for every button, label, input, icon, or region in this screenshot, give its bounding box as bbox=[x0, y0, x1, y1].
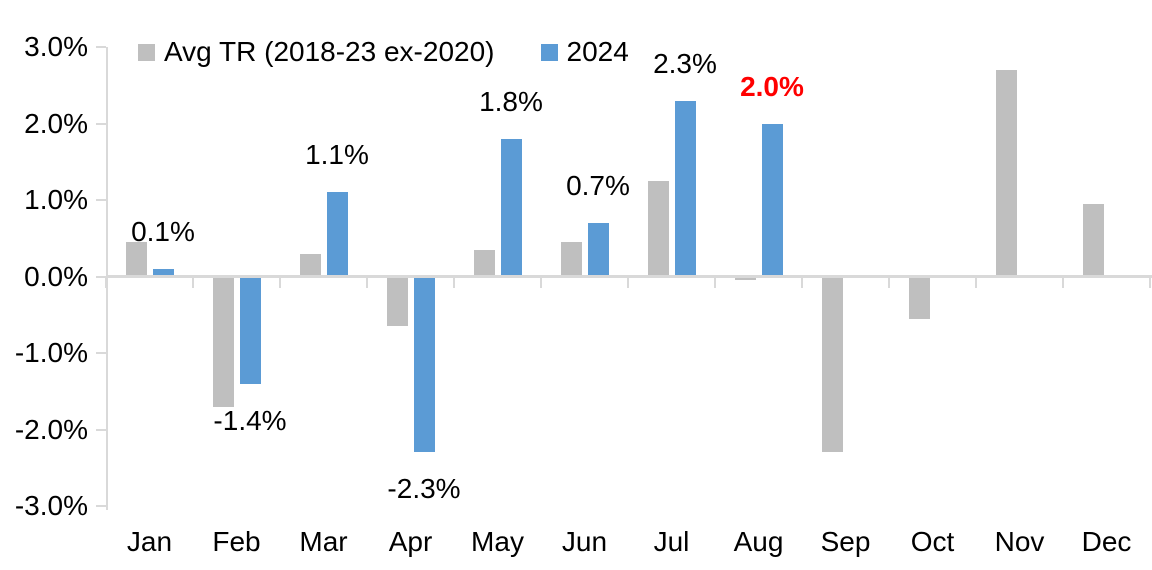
y-axis-tick-label: -1.0% bbox=[14, 337, 88, 368]
bar-avg-apr bbox=[386, 276, 408, 327]
x-axis-tick bbox=[366, 278, 368, 288]
y-axis-tick bbox=[96, 352, 106, 354]
bar-2024-jun bbox=[587, 222, 609, 277]
month-label-may: May bbox=[471, 526, 524, 557]
bar-2024-mar bbox=[326, 192, 348, 277]
bar-2024-aug bbox=[761, 123, 783, 277]
bar-avg-sep bbox=[821, 276, 843, 453]
y-axis-tick-label: -2.0% bbox=[14, 413, 88, 445]
y-axis-tick-label: 2.0% bbox=[24, 107, 88, 139]
month-label-oct: Oct bbox=[910, 526, 955, 557]
x-axis-tick bbox=[888, 278, 890, 288]
bar-2024-jan bbox=[152, 268, 174, 277]
bar-avg-jan bbox=[125, 242, 147, 277]
x-axis-tick bbox=[1062, 278, 1064, 288]
y-axis-tick-label: 1.0% bbox=[24, 184, 88, 215]
data-label-may: 1.8% bbox=[479, 85, 543, 117]
month-label-feb: Feb bbox=[212, 526, 261, 557]
bar-avg-feb bbox=[212, 276, 234, 407]
data-label-feb: -1.4% bbox=[213, 404, 287, 436]
x-axis-tick bbox=[453, 278, 455, 288]
legend-swatch-avg-tr bbox=[138, 43, 155, 61]
x-axis-tick bbox=[279, 278, 281, 288]
month-label-sep: Sep bbox=[820, 526, 871, 557]
bar-2024-may bbox=[500, 138, 522, 277]
bar-avg-aug bbox=[734, 276, 756, 281]
y-axis-tick bbox=[96, 122, 106, 125]
x-axis-tick bbox=[192, 278, 194, 288]
bar-avg-oct bbox=[908, 276, 930, 319]
x-axis-tick bbox=[105, 278, 107, 288]
month-label-jan: Jan bbox=[126, 526, 173, 557]
bar-avg-jun bbox=[560, 242, 582, 277]
legend-swatch-2024 bbox=[540, 43, 558, 61]
month-label-apr: Apr bbox=[388, 526, 433, 557]
x-axis-tick bbox=[540, 278, 542, 288]
month-label-mar: Mar bbox=[299, 526, 348, 557]
y-axis-tick-label: -3.0% bbox=[14, 490, 88, 521]
legend-item-avg-tr: Avg TR (2018-23 ex-2020) bbox=[138, 36, 495, 68]
data-label-apr: -2.3% bbox=[387, 473, 461, 505]
x-axis-tick bbox=[975, 278, 977, 288]
x-axis-line bbox=[106, 275, 1152, 278]
y-axis-tick bbox=[96, 505, 106, 507]
month-label-dec: Dec bbox=[1081, 526, 1132, 557]
data-label-jul: 2.3% bbox=[653, 47, 717, 79]
y-axis-tick bbox=[96, 428, 106, 431]
month-label-jul: Jul bbox=[653, 526, 690, 557]
data-label-jan: 0.1% bbox=[131, 215, 195, 247]
bar-avg-mar bbox=[299, 253, 321, 277]
y-axis-line bbox=[106, 47, 108, 510]
bar-avg-may bbox=[473, 249, 495, 277]
x-axis-tick bbox=[1149, 278, 1151, 288]
bar-2024-apr bbox=[413, 276, 435, 453]
bar-avg-jul bbox=[647, 180, 669, 277]
y-axis-tick-label: 3.0% bbox=[24, 31, 88, 62]
y-axis-tick-label: 0.0% bbox=[24, 260, 88, 292]
bar-2024-feb bbox=[239, 276, 261, 384]
bar-2024-jul bbox=[674, 100, 696, 277]
data-label-jun: 0.7% bbox=[566, 169, 630, 201]
y-axis-tick bbox=[96, 275, 106, 278]
month-label-jun: Jun bbox=[561, 526, 608, 557]
x-axis-tick bbox=[801, 278, 803, 288]
legend-label-avg-tr: Avg TR (2018-23 ex-2020) bbox=[164, 36, 495, 67]
legend-label-2024: 2024 bbox=[566, 36, 629, 67]
data-label-mar: 1.1% bbox=[305, 139, 369, 171]
x-axis-tick bbox=[627, 278, 629, 288]
legend-item-2024: 2024 bbox=[540, 36, 629, 68]
y-axis-tick bbox=[96, 46, 106, 48]
bar-avg-nov bbox=[995, 69, 1017, 277]
x-axis-tick bbox=[714, 278, 716, 288]
y-axis-tick bbox=[96, 199, 106, 201]
month-label-nov: Nov bbox=[994, 526, 1045, 557]
data-label-aug: 2.0% bbox=[740, 70, 804, 102]
bar-avg-dec bbox=[1082, 203, 1104, 277]
month-label-aug: Aug bbox=[733, 526, 784, 557]
chart-legend: Avg TR (2018-23 ex-2020) 2024 bbox=[138, 36, 629, 68]
